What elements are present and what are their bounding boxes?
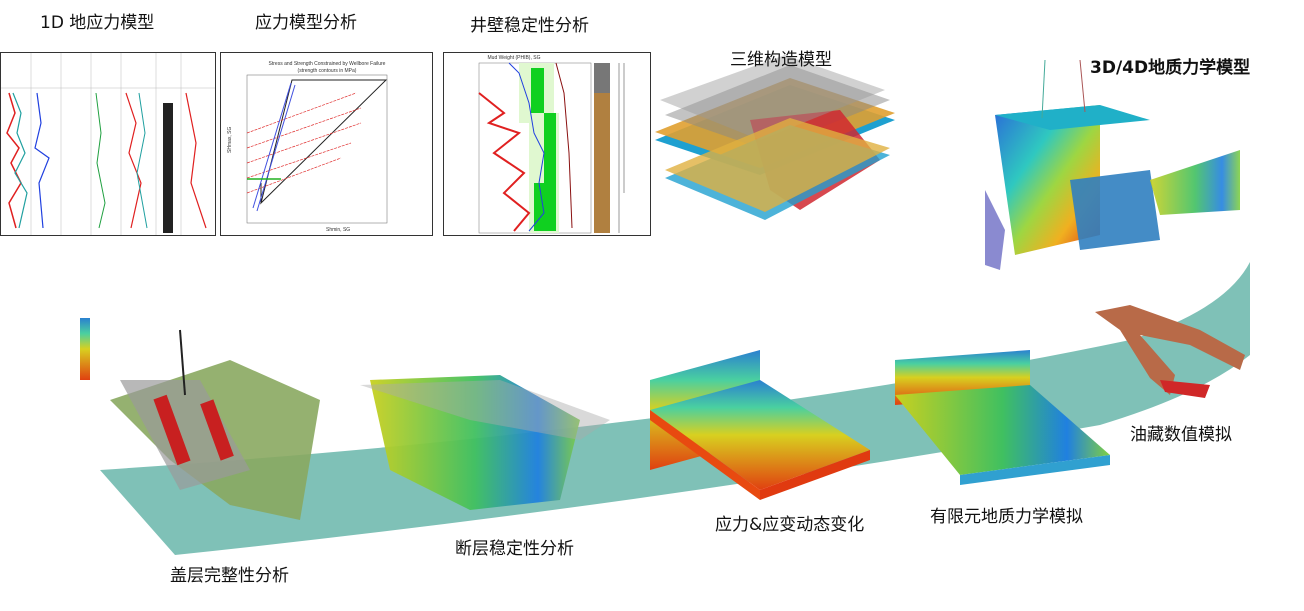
caprock-model	[80, 318, 320, 520]
1d-log-panel	[0, 52, 216, 236]
colorbar	[80, 318, 90, 380]
label-geomech-3d4d: 3D/4D地质力学模型	[1090, 58, 1251, 78]
label-structural-3d: 三维构造模型	[730, 50, 832, 70]
stress-chart-title: Stress and Strength Constrained by Wellb…	[269, 61, 386, 67]
label-stress-strain: 应力&应变动态变化	[715, 515, 865, 535]
label-fem-sim: 有限元地质力学模拟	[930, 507, 1083, 527]
wellbore-stability-chart: Mud Weight (PHIB), SG	[443, 52, 651, 236]
stress-chart-xlabel: Shmin, SG	[326, 227, 350, 233]
label-stress-analysis: 应力模型分析	[255, 13, 357, 33]
fault-model	[360, 375, 610, 510]
stress-chart-ylabel: SHmax, SG	[227, 126, 233, 153]
structural-model-3d	[655, 55, 895, 220]
label-fault-stability: 断层稳定性分析	[455, 539, 574, 559]
wellbore-chart-xlabel: Mud Weight (PHIB), SG	[488, 55, 541, 61]
stress-strain-model	[650, 350, 870, 500]
teal-swoosh	[100, 262, 1250, 555]
reservoir-model	[1095, 305, 1245, 398]
label-wellbore: 井壁稳定性分析	[470, 16, 589, 36]
fem-model	[895, 350, 1110, 485]
geomech-cube	[985, 59, 1240, 270]
label-reservoir-sim: 油藏数值模拟	[1130, 425, 1232, 445]
label-caprock: 盖层完整性分析	[170, 566, 289, 586]
stress-chart-subtitle: (strength contours in MPa)	[298, 68, 357, 74]
label-1d-model: 1D 地应力模型	[40, 13, 155, 33]
stress-polygon-chart: Stress and Strength Constrained by Wellb…	[220, 52, 433, 236]
